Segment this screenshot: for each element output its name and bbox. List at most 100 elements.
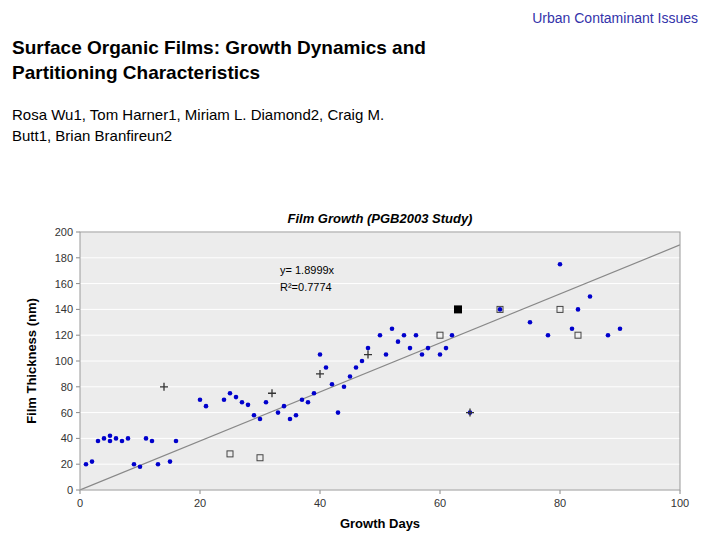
dot-point <box>138 464 143 469</box>
dot-point <box>426 346 431 351</box>
dot-point <box>366 346 371 351</box>
dot-point <box>588 294 593 299</box>
dot-point <box>348 374 353 379</box>
plus-point <box>466 409 474 417</box>
dot-point <box>96 439 101 444</box>
dot-point <box>102 436 107 441</box>
tick-label: 60 <box>434 497 446 509</box>
dot-point <box>318 352 323 357</box>
dot-point <box>282 404 287 409</box>
dot-point <box>294 413 299 418</box>
dot-point <box>120 439 125 444</box>
dot-point <box>618 326 623 331</box>
dot-point <box>228 391 233 396</box>
tick <box>76 232 80 233</box>
dot-point <box>528 320 533 325</box>
dot-point <box>168 459 173 464</box>
dot-point <box>378 333 383 338</box>
plot-title: Film Growth (PGB2003 Study) <box>288 211 473 226</box>
dot-point <box>90 459 95 464</box>
dot-point <box>126 436 131 441</box>
tick-label: 40 <box>314 497 326 509</box>
tick <box>76 257 80 258</box>
dot-point <box>114 436 119 441</box>
dot-point <box>360 359 365 364</box>
dot-point <box>606 333 611 338</box>
plot-background <box>80 232 680 490</box>
dot-point <box>402 333 407 338</box>
tick-label: 100 <box>671 497 689 509</box>
tick-label: 0 <box>77 497 83 509</box>
dot-point <box>204 404 209 409</box>
header: Urban Contaminant Issues <box>532 10 698 26</box>
tick-label: 180 <box>55 252 73 264</box>
dot-point <box>132 462 137 467</box>
dot-point <box>234 395 239 400</box>
dot-point <box>84 462 89 467</box>
dot-point <box>342 385 347 390</box>
dot-point <box>108 439 113 444</box>
plot-frame <box>80 232 680 490</box>
dot-point <box>396 339 401 344</box>
authors: Rosa Wu1, Tom Harner1, Miriam L. Diamond… <box>12 104 384 146</box>
plus-point <box>364 351 372 359</box>
dot-point <box>174 439 179 444</box>
dot-point <box>300 397 305 402</box>
annotation: R²=0.7774 <box>280 281 332 293</box>
plus-point <box>160 383 168 391</box>
tick-label: 200 <box>55 226 73 238</box>
dot-point <box>246 403 251 408</box>
open-square-point <box>437 332 443 338</box>
tick <box>76 361 80 362</box>
dot-point <box>558 262 563 267</box>
open-square-point <box>575 332 581 338</box>
dot-point <box>330 382 335 387</box>
dot-point <box>108 434 113 439</box>
grid-line <box>80 257 680 258</box>
tick <box>76 464 80 465</box>
open-square-point <box>227 451 233 457</box>
dot-point <box>414 333 419 338</box>
dot-point <box>156 462 161 467</box>
tick-label: 20 <box>61 458 73 470</box>
plus-point <box>268 389 276 397</box>
tick-label: 120 <box>55 329 73 341</box>
grid-line <box>80 309 680 310</box>
dot-point <box>384 352 389 357</box>
tick-label: 160 <box>55 278 73 290</box>
grid-line <box>80 412 680 413</box>
square-point <box>454 305 462 313</box>
dot-point <box>324 365 329 370</box>
tick <box>76 309 80 310</box>
trend-line <box>80 245 680 490</box>
dot-point <box>576 307 581 312</box>
dot-point <box>336 410 341 415</box>
tick-label: 60 <box>61 407 73 419</box>
dot-point <box>498 307 503 312</box>
dot-point <box>198 397 203 402</box>
tick-label: 100 <box>55 355 73 367</box>
tick <box>680 490 681 494</box>
annotation: y= 1.8999x <box>280 264 335 276</box>
tick-label: 80 <box>554 497 566 509</box>
dot-point <box>252 413 257 418</box>
open-square-point <box>557 306 563 312</box>
marks <box>80 245 680 490</box>
dot-point <box>438 352 443 357</box>
dot-point <box>570 326 575 331</box>
y-axis-label: Film Thickness (nm) <box>24 298 39 424</box>
tick <box>76 386 80 387</box>
grid-line <box>80 361 680 362</box>
grid-line <box>80 438 680 439</box>
dot-point <box>288 417 293 422</box>
dot-point <box>408 346 413 351</box>
dot-point <box>144 436 149 441</box>
tick-label: 80 <box>61 381 73 393</box>
tick-label: 20 <box>194 497 206 509</box>
tick <box>200 490 201 494</box>
dot-point <box>264 400 269 405</box>
dot-point <box>306 400 311 405</box>
heading: Surface Organic Films: Growth Dynamics a… <box>12 36 426 85</box>
dot-point <box>240 400 245 405</box>
dot-point <box>444 346 449 351</box>
